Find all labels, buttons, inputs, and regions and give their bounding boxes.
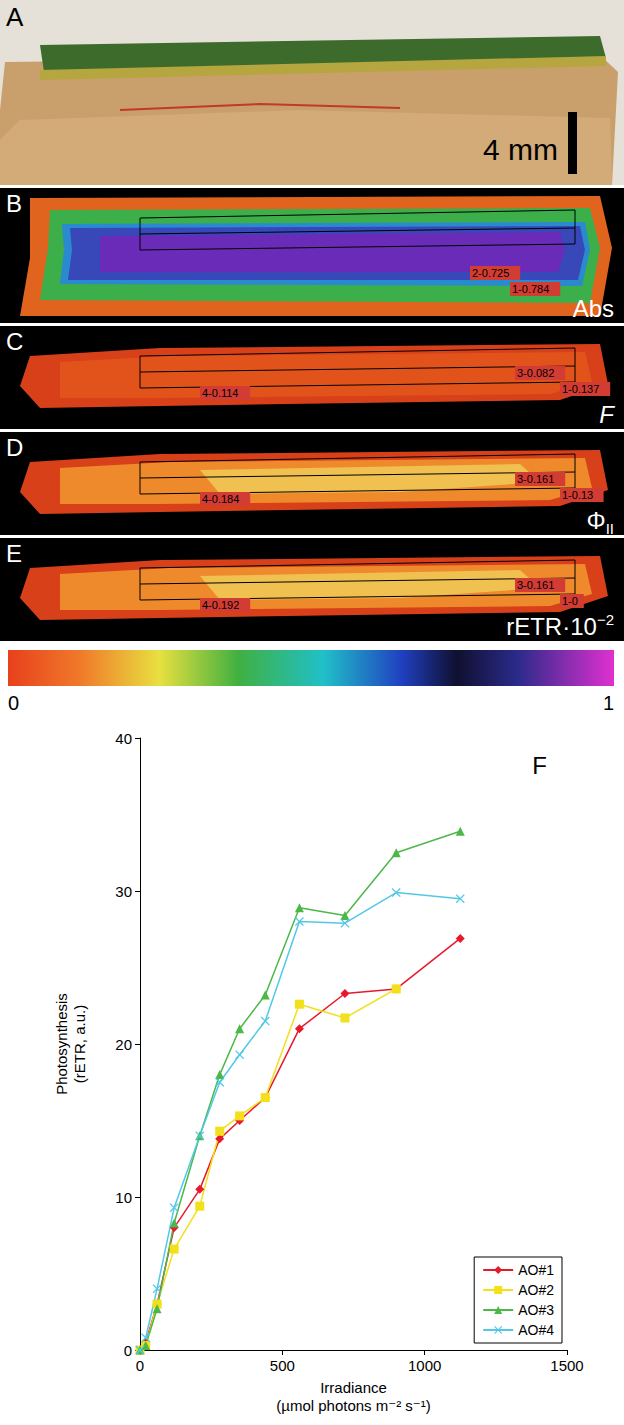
svg-text:3-0.082: 3-0.082 [517,367,554,379]
svg-text:1-0: 1-0 [562,595,578,607]
svg-text:1-0.13: 1-0.13 [562,489,593,501]
svg-text:AO#4: AO#4 [518,1322,554,1338]
svg-text:Irradiance: Irradiance [320,1379,387,1396]
svg-text:20: 20 [115,1036,132,1053]
svg-text:(µmol photons m⁻² s⁻¹): (µmol photons m⁻² s⁻¹) [276,1397,431,1414]
svg-text:500: 500 [270,1357,295,1374]
svg-text:2-0.725: 2-0.725 [472,267,509,279]
svg-text:ΦII: ΦII [587,507,615,537]
svg-text:40: 40 [115,730,132,747]
svg-text:0: 0 [136,1357,144,1374]
svg-text:4-0.192: 4-0.192 [202,599,239,611]
svg-text:30: 30 [115,883,132,900]
svg-text:Photosynthesis: Photosynthesis [53,993,70,1095]
svg-text:AO#2: AO#2 [518,1282,554,1298]
svg-text:1-0.784: 1-0.784 [512,283,549,295]
svg-text:B: B [6,190,22,217]
svg-text:D: D [6,434,23,461]
svg-text:(rETR, a.u.): (rETR, a.u.) [71,1005,88,1083]
svg-text:3-0.161: 3-0.161 [517,579,554,591]
svg-text:4-0.184: 4-0.184 [202,493,239,505]
svg-text:3-0.161: 3-0.161 [517,473,554,485]
svg-text:1: 1 [603,692,614,714]
svg-text:0: 0 [8,692,19,714]
svg-text:AO#3: AO#3 [518,1302,554,1318]
svg-text:1000: 1000 [408,1357,441,1374]
svg-text:10: 10 [115,1189,132,1206]
svg-text:0: 0 [124,1342,132,1359]
svg-text:F: F [599,401,615,428]
svg-text:1-0.137: 1-0.137 [562,383,599,395]
svg-text:rETR·10−2: rETR·10−2 [506,611,614,640]
svg-text:4 mm: 4 mm [483,133,558,166]
svg-text:4-0.114: 4-0.114 [202,387,239,399]
svg-text:A: A [6,2,24,32]
svg-text:C: C [6,328,23,355]
svg-text:1500: 1500 [550,1357,583,1374]
svg-text:E: E [6,540,22,567]
svg-text:Abs: Abs [573,295,614,322]
svg-text:F: F [532,752,547,779]
svg-text:AO#1: AO#1 [518,1262,554,1278]
